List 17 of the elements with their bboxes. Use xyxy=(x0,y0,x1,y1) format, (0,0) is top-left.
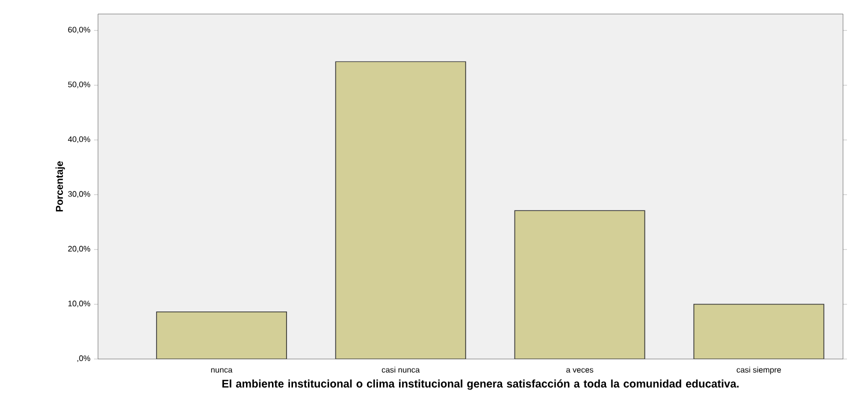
bar xyxy=(693,304,824,359)
x-axis-title: El ambiente institucional o clima institucional genera satisfacción a toda la comunidad educativa. xyxy=(222,379,739,390)
y-tick-label: 50,0% xyxy=(68,82,90,88)
y-axis-title: Porcentaje xyxy=(56,161,65,212)
x-tick-label: a veces xyxy=(566,368,594,373)
y-tick-label: 30,0% xyxy=(68,191,90,198)
x-tick-label: casi nunca xyxy=(382,366,420,373)
bar xyxy=(156,312,287,359)
y-tick-label: 10,0% xyxy=(68,300,90,308)
x-tick-label: casi siempre xyxy=(736,366,781,374)
bar xyxy=(335,61,466,359)
y-tick-label: 60,0% xyxy=(68,26,90,34)
y-tick-label: ,0% xyxy=(77,355,90,362)
y-tick-label: 20,0% xyxy=(68,246,90,252)
bar xyxy=(514,210,646,359)
x-tick-label: nunca xyxy=(211,368,232,373)
y-tick-label: 40,0% xyxy=(68,136,90,143)
